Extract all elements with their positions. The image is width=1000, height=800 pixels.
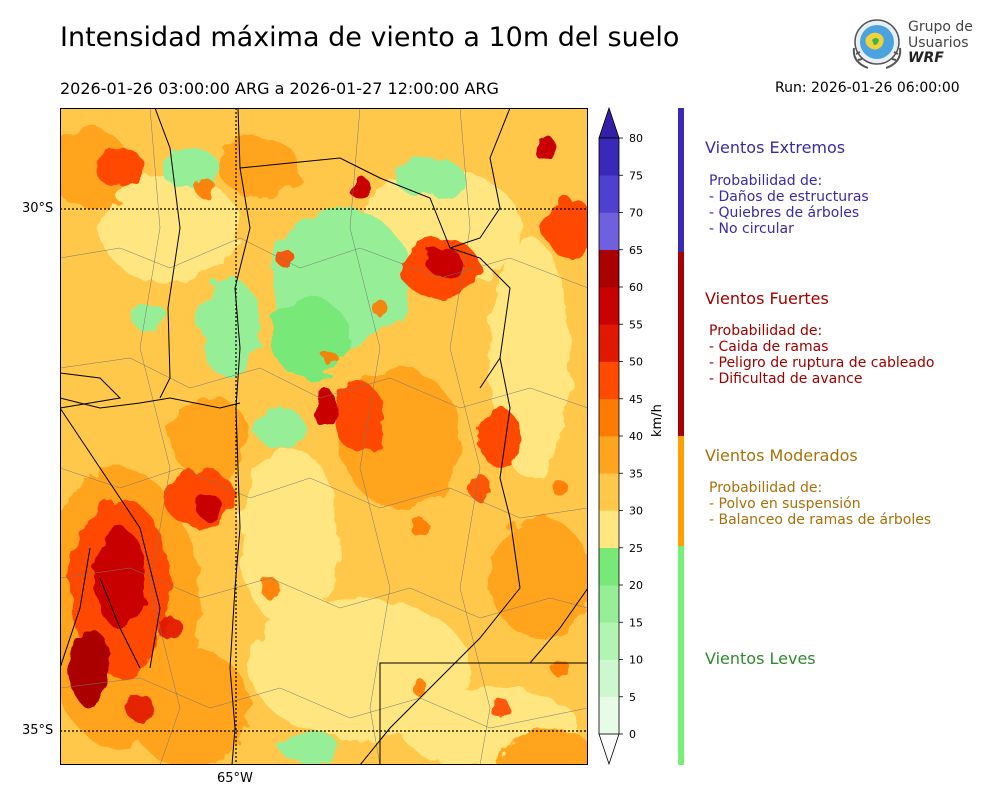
colorbar-segment — [599, 659, 619, 698]
category-moderate-line: - Polvo en suspensión — [709, 496, 861, 512]
colorbar-segment — [599, 696, 619, 735]
band-light — [678, 546, 684, 765]
colorbar-segment — [599, 547, 619, 586]
colorbar-tick-label: 80 — [629, 132, 643, 145]
category-strong-title: Vientos Fuertes — [705, 289, 829, 308]
colorbar-segment — [599, 510, 619, 549]
lat-label-30s: 30°S — [22, 201, 54, 216]
colorbar-tick-label: 45 — [629, 393, 643, 406]
colorbar-tick-label: 40 — [629, 430, 643, 443]
lon-label-65w: 65°W — [217, 771, 253, 786]
colorbar-segment — [599, 138, 619, 176]
colorbar-tick-label: 15 — [629, 616, 643, 629]
colorbar-tick-label: 20 — [629, 579, 643, 592]
colorbar-tick-label: 25 — [629, 542, 643, 555]
colorbar-extend-top — [598, 106, 620, 139]
category-strong-line: Probabilidad de: — [709, 323, 823, 339]
colorbar-tick-label: 50 — [629, 356, 643, 369]
band-extreme — [678, 108, 684, 252]
colorbar-extend-bottom — [598, 733, 620, 766]
category-moderate-title: Vientos Moderados — [705, 446, 858, 465]
category-extreme-line: - No circular — [709, 221, 794, 237]
wrf-logo: Grupo de Usuarios WRF — [848, 16, 978, 74]
logo-line2: Usuarios — [908, 35, 969, 51]
category-extreme-line: - Quiebres de árboles — [709, 205, 860, 221]
logo-line3: WRF — [908, 50, 944, 66]
wind-map — [60, 108, 588, 765]
run-timestamp: Run: 2026-01-26 06:00:00 — [775, 80, 960, 96]
graticule — [60, 108, 588, 765]
colorbar-segment — [599, 436, 619, 474]
category-moderate-line: - Balanceo de ramas de árboles — [709, 512, 932, 528]
colorbar-tick-label: 0 — [629, 728, 636, 741]
colorbar-segment — [599, 287, 619, 325]
colorbar-segment — [599, 585, 619, 623]
colorbar-segment — [599, 473, 619, 511]
colorbar-tick-label: 60 — [629, 281, 643, 294]
logo-line1: Grupo de — [908, 19, 973, 35]
band-moderate — [678, 436, 684, 546]
category-extreme-line: - Daños de estructuras — [709, 189, 869, 205]
colorbar-segment — [599, 212, 619, 251]
category-extreme-title: Vientos Extremos — [705, 138, 846, 157]
lat-label-35s: 35°S — [22, 723, 54, 738]
band-strong — [678, 252, 684, 436]
colorbar-segment — [599, 361, 619, 400]
colorbar-segment — [599, 249, 619, 288]
colorbar-tick-label: 10 — [629, 654, 643, 667]
colorbar-segment — [599, 175, 619, 213]
forecast-period: 2026-01-26 03:00:00 ARG a 2026-01-27 12:… — [60, 79, 499, 98]
category-extreme-line: Probabilidad de: — [709, 173, 823, 189]
colorbar-tick-label: 70 — [629, 207, 643, 220]
category-strong-line: - Peligro de ruptura de cableado — [709, 355, 935, 371]
colorbar-tick-label: 35 — [629, 467, 643, 480]
colorbar-unit: km/h — [650, 404, 665, 437]
colorbar-tick-label: 65 — [629, 244, 643, 257]
colorbar-segment — [599, 622, 619, 660]
category-strong-line: - Dificultad de avance — [709, 371, 863, 387]
globe-logo-icon — [852, 19, 902, 69]
category-strong-line: - Caida de ramas — [709, 339, 829, 355]
colorbar-tick-label: 30 — [629, 505, 643, 518]
colorbar-tick-label: 5 — [629, 691, 636, 704]
department-boundaries — [60, 108, 588, 765]
wind-field-layer — [60, 128, 588, 765]
colorbar: 0 5 10 15 20 25 30 35 40 45 50 55 60 65 70 75 80 — [598, 106, 643, 766]
colorbar-segment — [599, 398, 619, 437]
colorbar-segment — [599, 324, 619, 362]
province-boundaries — [60, 108, 588, 765]
category-moderate-line: Probabilidad de: — [709, 480, 823, 496]
map-frame — [60, 108, 588, 765]
category-light-title: Vientos Leves — [705, 649, 816, 668]
colorbar-tick-label: 55 — [629, 318, 643, 331]
map-title: Intensidad máxima de viento a 10m del su… — [60, 22, 680, 53]
colorbar-tick-label: 75 — [629, 169, 643, 182]
